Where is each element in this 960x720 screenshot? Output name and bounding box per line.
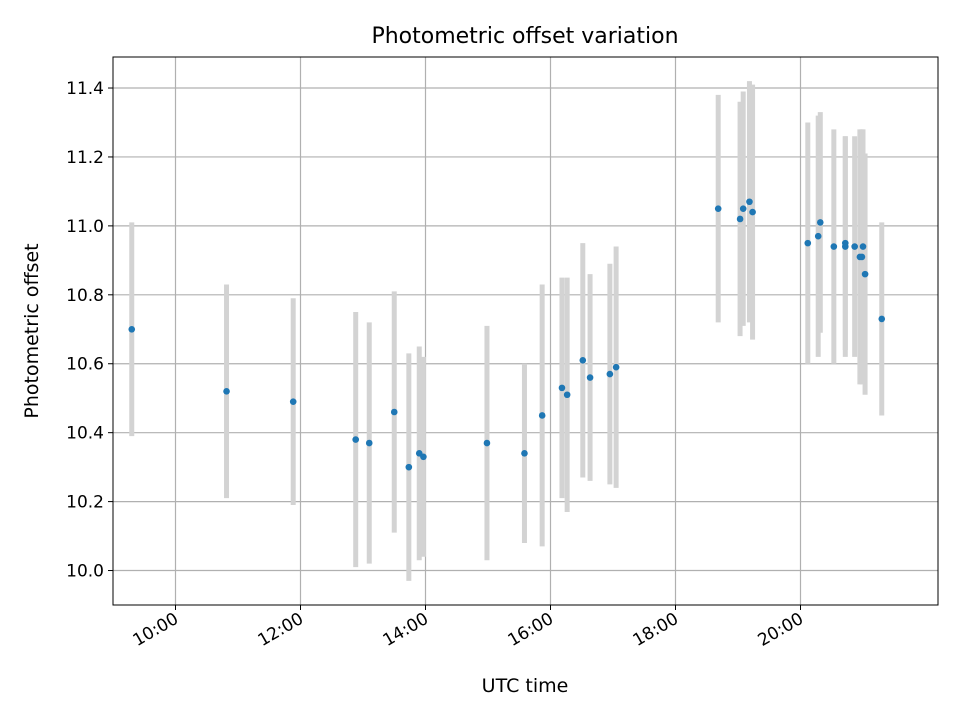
data-point: [579, 356, 587, 364]
data-point: [736, 215, 744, 223]
data-point: [746, 198, 753, 206]
plot-area-frame: [112, 56, 939, 606]
x-tick-label: 14:00: [380, 609, 432, 651]
data-point: [352, 436, 360, 443]
data-point: [558, 384, 566, 392]
data-point: [612, 363, 620, 371]
data-point: [816, 219, 824, 226]
data-point: [405, 463, 413, 471]
data-point: [714, 205, 722, 212]
y-tick-label: 11.0: [66, 217, 104, 237]
data-point: [606, 370, 614, 378]
data-point: [483, 439, 491, 447]
data-point: [739, 205, 747, 212]
data-point: [563, 391, 571, 399]
data-point: [830, 243, 838, 250]
chart-title: Photometric offset variation: [371, 24, 678, 49]
data-point: [365, 439, 373, 447]
data-point: [289, 398, 297, 405]
data-point: [420, 453, 427, 461]
x-tick-label: 18:00: [630, 609, 682, 651]
y-axis-ticks: 10.0 10.2 10.4 10.6 10.8 11.0 11.2 11.4: [66, 79, 113, 582]
data-point: [841, 239, 849, 247]
data-point: [858, 253, 866, 261]
data-point: [851, 243, 858, 250]
x-axis-ticks: 10:00 12:00 14:00 16:00 18:00 20:00: [130, 605, 807, 651]
x-tick-label: 20:00: [755, 609, 807, 651]
x-tick-label: 16:00: [505, 609, 557, 651]
data-point: [814, 232, 822, 240]
data-point: [804, 239, 812, 247]
y-tick-label: 10.8: [66, 286, 104, 306]
y-tick-label: 10.2: [66, 493, 104, 513]
y-tick-label: 10.4: [66, 424, 104, 444]
data-point: [878, 315, 886, 323]
x-axis-label: UTC time: [482, 675, 569, 697]
grid: [113, 57, 938, 605]
x-tick-label: 12:00: [255, 609, 307, 651]
data-point: [586, 374, 594, 381]
data-point: [861, 270, 869, 278]
data-point: [859, 243, 867, 250]
data-point: [223, 388, 230, 395]
data-points: [128, 198, 886, 471]
data-point: [521, 450, 528, 457]
data-point: [390, 408, 398, 416]
y-tick-label: 11.4: [66, 79, 104, 99]
data-point: [749, 208, 756, 216]
x-tick-label: 10:00: [130, 609, 182, 651]
error-bars: [129, 81, 885, 581]
data-point: [538, 412, 546, 419]
data-point: [128, 325, 136, 333]
y-tick-label: 10.0: [66, 562, 104, 582]
y-tick-label: 10.6: [66, 355, 104, 375]
y-axis-label: Photometric offset: [21, 243, 43, 418]
y-tick-label: 11.2: [66, 148, 104, 168]
